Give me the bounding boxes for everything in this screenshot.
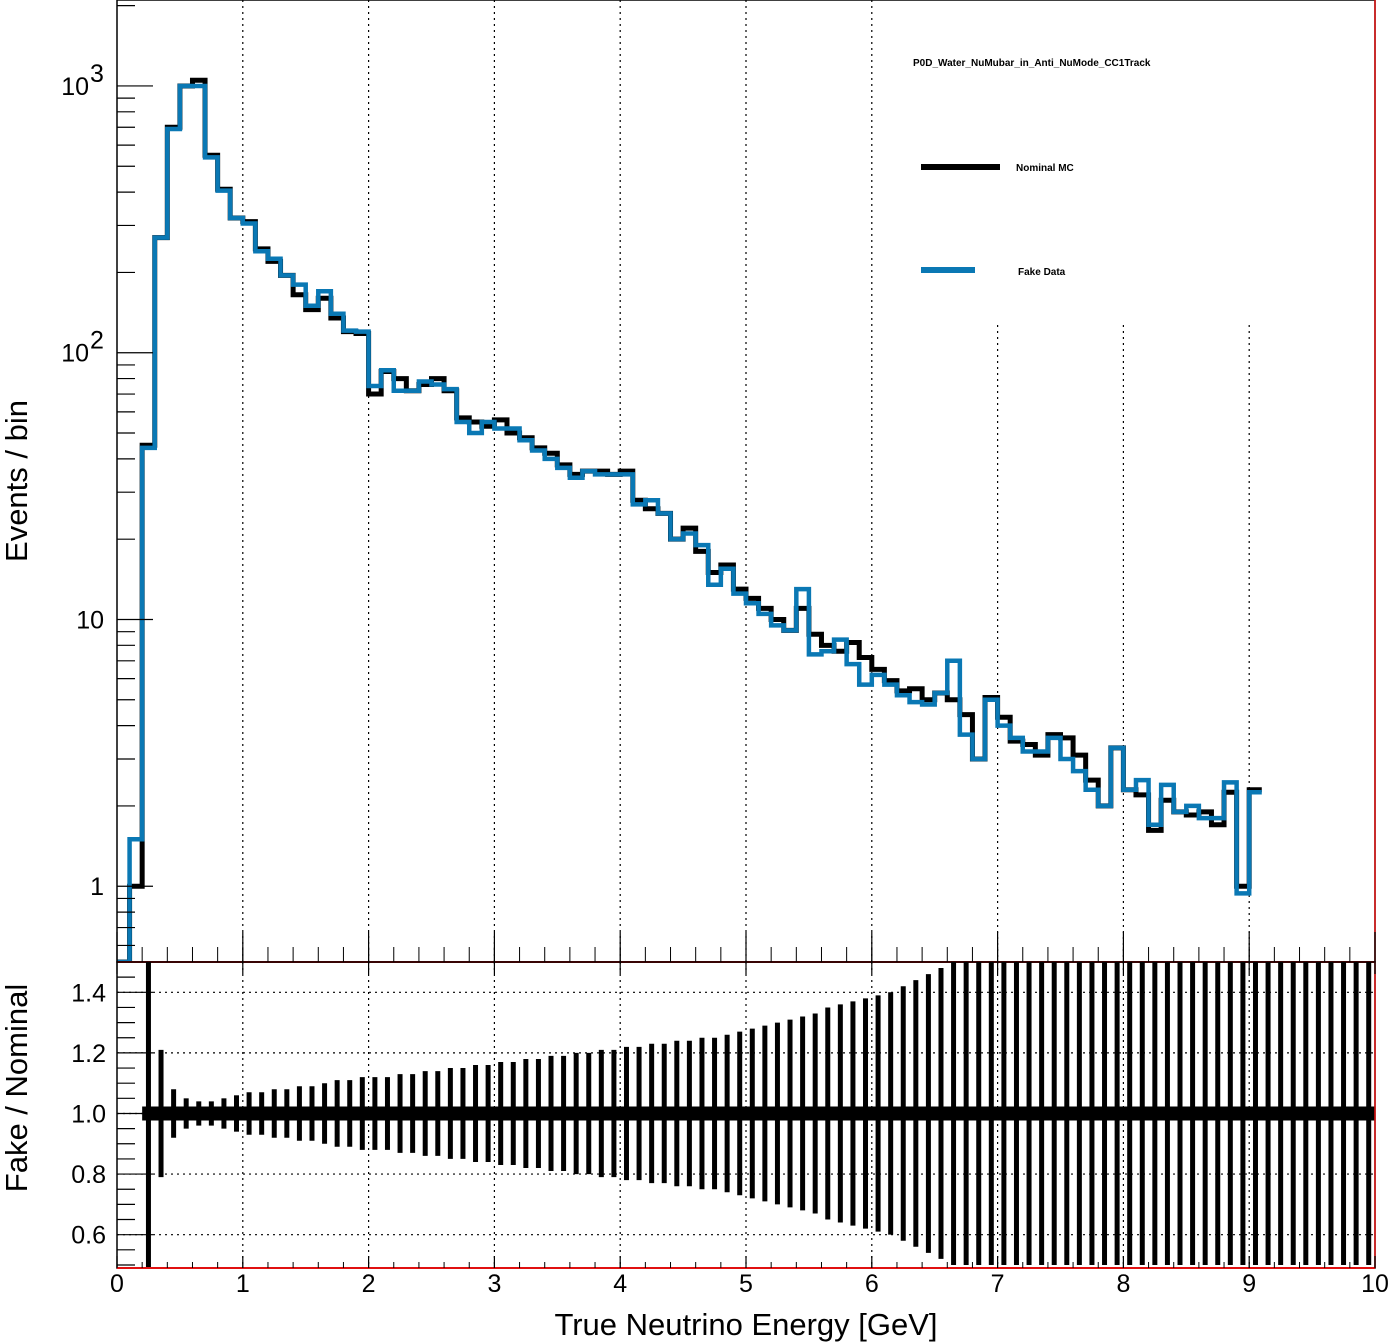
top-y-ticks [116,5,1376,962]
top-y-tick-label: 10 [61,73,89,101]
ratio-y-tick-label: 0.8 [71,1161,106,1189]
nominal-mc-histogram [117,77,1262,962]
ratio-y-tick-label: 0.6 [71,1222,106,1250]
ratio-y-tick-label: 1.0 [71,1100,106,1128]
x-axis-title: True Neutrino Energy [GeV] [554,1307,937,1342]
top-y-axis-title: Events / bin [0,400,34,562]
top-y-tick-label: 10 [76,606,104,634]
legend-title: P0D_Water_NuMubar_in_Anti_NuMode_CC1Trac… [913,58,1151,69]
x-tick-label: 9 [1242,1270,1256,1298]
x-tick-label: 8 [1116,1270,1130,1298]
legend: P0D_Water_NuMubar_in_Anti_NuMode_CC1Trac… [913,58,1151,278]
x-tick-label: 1 [236,1270,250,1298]
x-tick-label: 5 [739,1270,753,1298]
x-tick-label: 10 [1361,1270,1389,1298]
top-y-tick-exponent: 3 [90,60,104,88]
top-y-tick-label: 1 [90,873,104,901]
ratio-marks [142,962,1375,1268]
x-tick-label: 0 [110,1270,124,1298]
ratio-ticks [116,962,1376,1268]
x-tick-label: 3 [487,1270,501,1298]
fake-data-histogram [117,83,1262,962]
x-tick-label: 7 [991,1270,1005,1298]
ratio-panel: 0.6 0.8 1.0 1.2 1.4 0 1 2 3 4 5 6 7 8 9 10 Fake / Nomin… [0,961,1389,1342]
x-tick-label: 4 [613,1270,627,1298]
x-tick-label: 2 [362,1270,376,1298]
ratio-y-axis-title: Fake / Nominal [0,984,34,1192]
ratio-tick-labels: 0.6 0.8 1.0 1.2 1.4 0 1 2 3 4 5 6 7 8 9 10 [71,979,1389,1298]
legend-fake-label: Fake Data [1018,267,1066,278]
top-grid [242,0,1250,962]
legend-nominal-label: Nominal MC [1016,163,1074,174]
top-y-tick-label: 10 [61,340,89,368]
top-series-group [117,77,1262,962]
ratio-y-tick-label: 1.2 [71,1040,106,1068]
x-tick-label: 6 [865,1270,879,1298]
top-y-tick-exponent: 2 [90,327,104,355]
ratio-y-tick-label: 1.4 [71,979,106,1007]
